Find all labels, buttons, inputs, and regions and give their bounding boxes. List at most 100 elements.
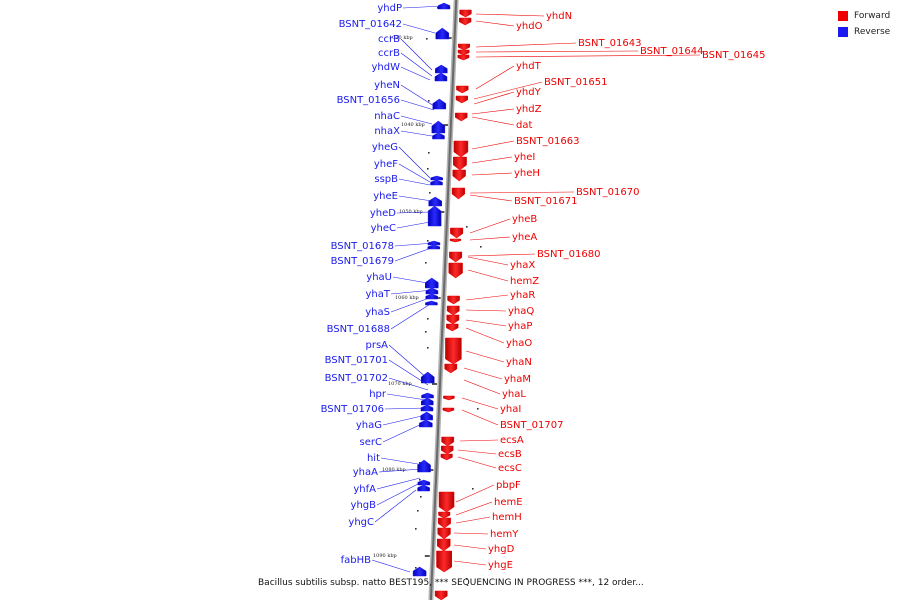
reverse-leader-line xyxy=(400,115,433,125)
reverse-gene-block xyxy=(412,566,427,577)
forward-gene-label: yhdT xyxy=(516,61,542,72)
forward-gene-block xyxy=(457,43,470,51)
axis-dot xyxy=(466,226,468,228)
forward-gene-label: yhaN xyxy=(506,357,532,368)
reverse-gene-label: yhaS xyxy=(365,307,390,318)
forward-leader-line xyxy=(471,116,515,126)
reverse-gene-label: nhaX xyxy=(374,126,400,137)
forward-gene-block xyxy=(453,140,469,158)
reverse-gene-label: yhaU xyxy=(366,272,392,283)
forward-gene-block xyxy=(455,95,469,104)
reverse-gene-label: BSNT_01678 xyxy=(331,241,394,252)
axis-dot xyxy=(427,318,429,320)
reverse-gene-label: yhdP xyxy=(377,3,402,14)
reverse-gene-block xyxy=(417,459,431,473)
forward-leader-line xyxy=(473,91,515,105)
forward-leader-line xyxy=(453,560,487,566)
forward-leader-line xyxy=(461,397,499,410)
forward-gene-label: yhaX xyxy=(510,260,535,271)
forward-gene-block xyxy=(437,517,451,529)
forward-gene-label: BSNT_01651 xyxy=(544,77,607,88)
forward-gene-block xyxy=(434,590,448,600)
forward-leader-line xyxy=(475,20,515,27)
forward-leader-line xyxy=(457,449,497,455)
forward-gene-block xyxy=(457,49,470,56)
reverse-gene-label: BSNT_01656 xyxy=(337,95,400,106)
axis-dot xyxy=(427,168,429,170)
reverse-leader-line xyxy=(398,146,431,179)
axis-dot xyxy=(466,578,468,580)
forward-gene-label: BSNT_01643 xyxy=(578,38,641,49)
reverse-leader-line xyxy=(386,393,427,401)
forward-gene-label: yheA xyxy=(512,232,537,243)
axis-dot xyxy=(428,100,430,102)
axis-dot xyxy=(415,567,417,569)
forward-gene-block xyxy=(441,436,455,447)
kbp-label: 1050 kbp xyxy=(399,209,423,215)
forward-gene-block xyxy=(438,491,455,513)
chromosome-axis-layer: 1030 kbp 1040 kbp 1050 kbp 1060 kbp 1070 kbp… xyxy=(373,0,482,600)
axis-dot xyxy=(419,479,421,481)
forward-leader-line xyxy=(475,65,515,90)
kbp-label: 1070 kbp xyxy=(388,381,412,387)
forward-leader-line xyxy=(469,191,575,194)
forward-leader-line xyxy=(455,501,493,516)
forward-leader-line xyxy=(463,379,501,395)
reverse-leader-line xyxy=(371,559,411,573)
forward-gene-label: yhaO xyxy=(506,338,532,349)
forward-leader-line xyxy=(455,516,491,524)
forward-gene-label: yhaR xyxy=(510,290,535,301)
forward-leader-line xyxy=(467,256,509,266)
reverse-leader-line xyxy=(396,221,431,229)
forward-gene-label: hemH xyxy=(492,512,522,523)
forward-gene-block xyxy=(455,112,468,122)
forward-gene-block xyxy=(446,323,459,332)
forward-gene-block xyxy=(440,453,453,461)
reverse-leader-line xyxy=(394,246,435,262)
reverse-gene-label: yhaT xyxy=(366,289,391,300)
reverse-gene-label: yheC xyxy=(371,223,396,234)
reverse-gene-label: yhaA xyxy=(353,467,378,478)
legend-reverse: Reverse xyxy=(838,24,890,40)
forward-leader-line xyxy=(471,172,513,176)
forward-leader-line xyxy=(471,140,515,150)
reverse-gene-label: BSNT_01688 xyxy=(327,324,390,335)
forward-leader-line xyxy=(461,409,499,426)
forward-leader-line xyxy=(471,156,513,164)
reverse-gene-block xyxy=(421,371,435,384)
reverse-gene-block xyxy=(425,287,439,295)
genome-caption: Bacillus subtilis subsp. natto BEST195, … xyxy=(258,578,644,588)
reverse-leader-line xyxy=(380,457,425,466)
forward-gene-label: BSNT_01670 xyxy=(576,187,639,198)
kbp-label: 1030 kbp xyxy=(389,35,413,41)
forward-gene-label: BSNT_01680 xyxy=(537,249,600,260)
reverse-leader-line xyxy=(376,477,421,490)
reverse-gene-label: hpr xyxy=(369,389,387,400)
reverse-gene-label: yhgC xyxy=(348,517,374,528)
forward-gene-label: BSNT_01671 xyxy=(514,196,577,207)
forward-gene-label: yhaM xyxy=(504,374,531,385)
reverse-gene-label: yhfA xyxy=(353,484,376,495)
reverse-gene-label: sspB xyxy=(374,174,398,185)
reverse-gene-label: yheD xyxy=(370,208,396,219)
reverse-leader-line xyxy=(374,489,417,523)
forward-leader-line xyxy=(465,294,509,301)
reverse-gene-block xyxy=(427,205,442,227)
forward-gene-block xyxy=(446,314,460,325)
reverse-leader-line xyxy=(402,5,444,9)
reverse-leader-line xyxy=(400,38,433,71)
forward-gene-label: BSNT_01663 xyxy=(516,136,579,147)
forward-leader-line xyxy=(457,456,497,469)
reverse-leader-line xyxy=(402,23,436,34)
reverse-gene-block xyxy=(421,397,434,406)
forward-gene-label: BSNT_01707 xyxy=(500,420,563,431)
forward-gene-label: BSNT_01645 xyxy=(702,50,765,61)
reverse-gene-block xyxy=(425,293,438,300)
reverse-gene-block xyxy=(428,196,442,207)
forward-gene-label: yhaL xyxy=(502,389,526,400)
forward-gene-block xyxy=(436,538,451,552)
axis-dot xyxy=(480,246,482,248)
forward-gene-label: dat xyxy=(516,120,532,131)
reverse-gene-label: yhaG xyxy=(356,420,382,431)
gene-features-layer xyxy=(412,2,472,600)
